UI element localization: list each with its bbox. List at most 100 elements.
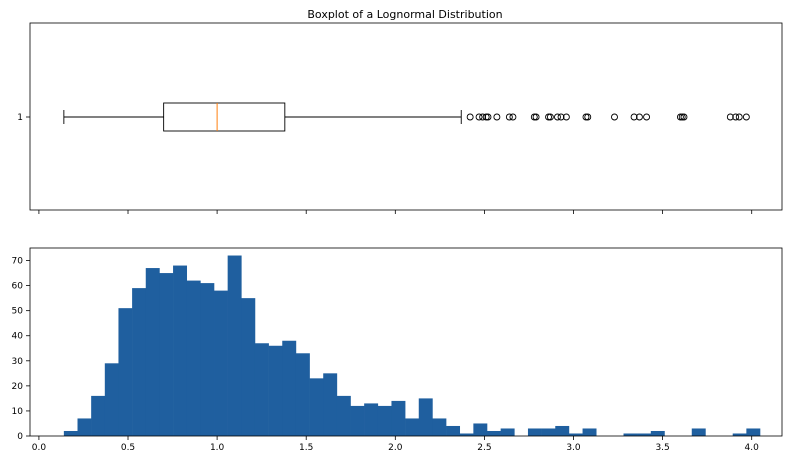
histogram-bar [323,373,338,436]
histogram-bar [746,428,761,436]
histogram-panel: 0.0 0.5 1.0 1.5 2.0 2.5 3.0 3.5 4.0 0 10 20 30 40 50 6… [12,247,783,453]
boxplot-outlier [584,113,592,121]
boxplot-outlier [630,113,638,121]
boxplot-outlier [742,113,750,121]
histogram-bar [254,343,269,436]
histogram-y-tick-label: 70 [12,257,24,267]
histogram-bar [104,363,119,436]
boxplot-outlier [545,113,553,121]
boxplot-outlier [562,113,570,121]
histogram-bar [118,308,133,436]
histogram-x-ticks: 0.0 0.5 1.0 1.5 2.0 2.5 3.0 3.5 4.0 [32,436,759,453]
boxplot-outlier [530,113,538,121]
histogram-x-tick-label: 0.0 [32,443,47,453]
histogram-y-tick-label: 40 [12,332,24,342]
histogram-bar [582,428,597,436]
histogram-bar [268,345,283,436]
histogram-x-tick-label: 2.5 [477,443,491,453]
boxplot-outlier [466,113,474,121]
histogram-axes-frame [29,247,783,437]
boxplot-outlier [482,113,490,121]
histogram-bar [623,433,638,436]
histogram-bar [241,298,256,436]
histogram-bar [650,430,665,436]
boxplot-outliers [466,113,750,121]
histogram-bar [405,418,420,436]
histogram-x-tick-label: 3.5 [655,443,669,453]
boxplot-outlier [643,113,651,121]
boxplot-outlier [557,113,565,121]
histogram-bar [459,433,474,436]
boxplot-outlier [732,113,740,121]
histogram-bar [159,273,174,436]
boxplot-outlier [479,113,487,121]
boxplot-outlier [475,113,483,121]
boxplot-outlier [678,113,686,121]
histogram-bar [568,433,583,436]
boxplot-outlier [726,113,734,121]
histogram-bar [446,425,461,436]
histogram-bar [487,430,501,436]
histogram-bar [132,288,147,436]
histogram-bar [227,255,242,436]
histogram-bar [527,428,542,436]
histogram-bar [364,403,379,436]
boxplot-outlier [546,113,554,121]
histogram-y-tick-label: 10 [12,407,24,417]
histogram-bar [691,428,706,436]
histogram-y-ticks: 0 10 20 30 40 50 60 70 [12,257,30,442]
histogram-y-tick-label: 0 [17,432,23,442]
boxplot-outlier [532,113,540,121]
boxplot-outlier [676,113,684,121]
histogram-bars [63,255,761,436]
boxplot-box [163,102,286,132]
histogram-bar [145,268,160,436]
histogram-bar [173,265,188,436]
histogram-bar [91,395,106,436]
histogram-x-tick-label: 2.0 [388,443,403,453]
histogram-bar [473,423,488,436]
histogram-bar [377,405,392,436]
histogram-bar [350,405,365,436]
histogram-bar [77,418,92,436]
histogram-bar [200,283,215,436]
histogram-bar [732,433,747,436]
histogram-bar [391,400,406,436]
histogram-x-tick-label: 3.0 [566,443,581,453]
boxplot-outlier [735,113,743,121]
histogram-bar [295,353,310,436]
boxplot-outlier [484,113,492,121]
histogram-x-tick-label: 0.5 [121,443,135,453]
histogram-y-tick-label: 60 [12,282,24,292]
histogram-bar [500,428,515,436]
histogram-bar [282,340,297,436]
boxplot-panel: 1 [17,22,783,214]
histogram-x-tick-label: 1.0 [210,443,225,453]
boxplot-outlier [493,113,501,121]
boxplot-outlier [680,113,688,121]
histogram-y-tick-label: 30 [12,357,24,367]
histogram-bar [214,290,228,436]
histogram-bar [555,425,570,436]
boxplot-outlier [554,113,561,121]
histogram-bar [637,433,652,436]
histogram-y-tick-label: 50 [12,307,24,317]
histogram-y-tick-label: 20 [12,382,24,392]
boxplot-title: Boxplot of a Lognormal Distribution [307,8,502,21]
boxplot-axes-frame [29,22,783,211]
histogram-bar [336,395,351,436]
histogram-bar [418,398,433,436]
boxplot-outlier [611,113,618,121]
boxplot-x-ticks [38,210,753,214]
boxplot-outlier [635,113,643,121]
histogram-x-tick-label: 1.5 [299,443,313,453]
boxplot-outlier [505,113,513,121]
boxplot-outlier [582,113,590,121]
boxplot-outlier [509,113,517,121]
histogram-bar [541,428,556,436]
boxplot-category-label: 1 [17,113,23,123]
histogram-bar [432,418,447,436]
histogram-bar [186,280,201,436]
histogram-bar [63,430,78,436]
